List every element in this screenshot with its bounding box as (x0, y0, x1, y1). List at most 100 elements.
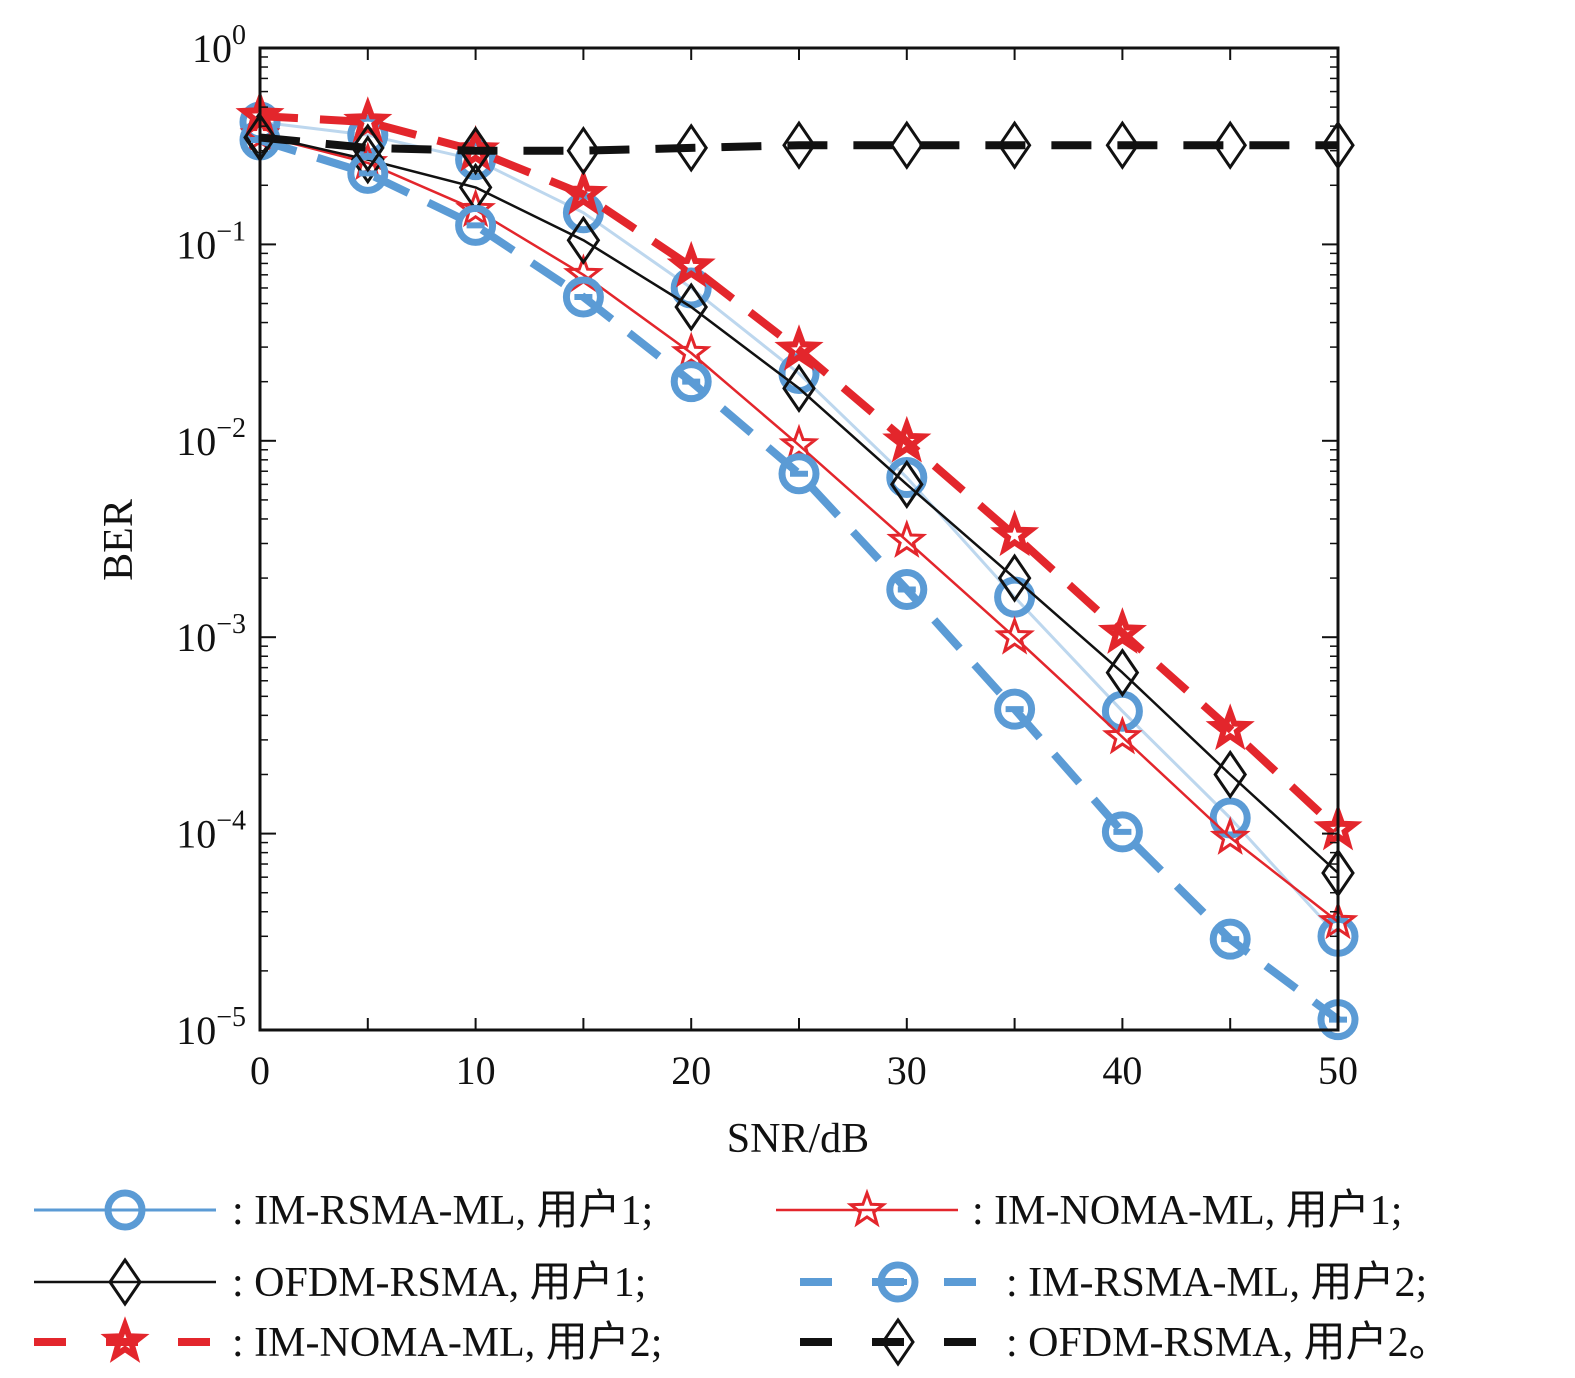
series-2-point-6-shape (889, 459, 924, 510)
series-5-point-9-shape (1213, 120, 1248, 170)
legend-entry-0: : IM-RSMA-ML, 用户1; (34, 1188, 653, 1234)
x-tick-label-1: 10 (456, 1048, 496, 1093)
legend-label-4: : IM-NOMA-ML, 用户2; (232, 1320, 662, 1366)
series-3-point-7-shape (994, 688, 1036, 730)
series-5-point-2-shape (458, 126, 493, 176)
legend-marker-2-shape (108, 1257, 142, 1307)
series-3-point-2-shape (455, 204, 497, 246)
legend-entry-5: : OFDM-RSMA, 用户2。 (800, 1317, 1451, 1367)
series-5-point-6 (889, 120, 924, 170)
plot-area (260, 48, 1338, 1030)
series-0-point-9 (1209, 797, 1251, 839)
series-4-point-8-shape (1097, 607, 1147, 654)
series-1-point-2-shape (455, 188, 496, 228)
series-3-point-9 (1209, 918, 1251, 960)
series-5-point-1 (350, 123, 385, 173)
legend-marker-4 (100, 1316, 150, 1363)
series-4-point-5 (774, 324, 824, 371)
series-4-point-6 (882, 415, 932, 463)
series-4-point-4 (666, 240, 716, 288)
series-5-point-4-shape (674, 123, 709, 173)
series-layer (235, 90, 1363, 1041)
series-4-point-4-shape (666, 240, 716, 288)
series-1-point-2 (455, 188, 496, 228)
series-3-point-6 (886, 568, 928, 610)
series-2-point-3-shape (566, 215, 601, 265)
series-3-point-5 (778, 453, 820, 495)
legend-label-1: : IM-NOMA-ML, 用户1; (972, 1188, 1402, 1234)
series-2-point-7 (997, 553, 1032, 603)
series-1-point-7 (994, 615, 1035, 655)
series-2-point-4 (674, 282, 709, 332)
series-3-point-8 (1101, 811, 1143, 853)
series-1-point-4 (670, 331, 712, 371)
series-2-point-5 (782, 363, 816, 413)
series-4-point-6-shape (882, 415, 932, 463)
legend: : IM-RSMA-ML, 用户1; : IM-NOMA-ML, 用户1; : OF… (34, 1188, 1451, 1367)
series-2-point-9 (1213, 749, 1248, 800)
series-2-point-9-shape (1213, 749, 1248, 800)
series-3-line (258, 136, 1341, 1023)
legend-marker-3-shape (877, 1261, 919, 1303)
series-0-point-1 (347, 114, 389, 156)
series-4-point-8 (1097, 607, 1147, 654)
legend-marker-5 (881, 1317, 915, 1367)
series-5-point-3-shape (566, 126, 601, 176)
series-2-point-4-shape (674, 282, 709, 332)
series-3-point-1-shape (347, 152, 389, 194)
legend-entry-2: : OFDM-RSMA, 用户1; (34, 1257, 646, 1307)
legend-entry-4: : IM-NOMA-ML, 用户2; (34, 1316, 662, 1366)
series-5-point-1-shape (350, 123, 385, 173)
series-5-point-5-shape (782, 120, 816, 170)
legend-label-0: : IM-RSMA-ML, 用户1; (232, 1188, 653, 1234)
legend-marker-0 (104, 1189, 146, 1231)
legend-marker-1 (846, 1188, 888, 1228)
series-4-point-9-shape (1205, 703, 1255, 751)
x-tick-label-3: 30 (887, 1048, 927, 1093)
legend-label-5: : OFDM-RSMA, 用户2。 (1006, 1320, 1451, 1366)
series-5-point-7-shape (997, 120, 1032, 170)
series-4-point-3 (558, 168, 608, 216)
x-tick-label-0: 0 (250, 1048, 270, 1093)
series-0-point-7 (994, 576, 1036, 618)
series-1-point-6-shape (886, 519, 928, 558)
y-tick-label-2: 10−2 (176, 413, 246, 464)
series-4-point-7-shape (990, 509, 1040, 557)
series-2-line (259, 133, 1339, 874)
series-2-point-5-shape (782, 363, 816, 413)
series-5-point-9 (1213, 120, 1248, 170)
axes-layer: 0 10 20 30 40 50 100 10−1 10−2 10−3 10−4 10−5 (176, 20, 1358, 1093)
x-tick-label-4: 40 (1102, 1048, 1142, 1093)
series-4-point-3-shape (558, 168, 608, 216)
series-3-point-4-shape (670, 361, 712, 403)
series-5 (243, 112, 1355, 176)
series-1-point-8-shape (1102, 715, 1143, 755)
x-axis-label: SNR/dB (727, 1116, 869, 1162)
series-0-line (259, 120, 1340, 938)
series-4-point-1-shape (343, 96, 393, 143)
x-tick-label-2: 20 (671, 1048, 711, 1093)
series-2-point-8-shape (1105, 647, 1140, 698)
series-5-point-4 (674, 123, 709, 173)
series-1-line (259, 133, 1339, 923)
legend-marker-4-shape (100, 1316, 150, 1363)
legend-entry-1: : IM-NOMA-ML, 用户1; (776, 1188, 1402, 1234)
series-1-point-7-shape (994, 615, 1035, 655)
series-2-point-6 (889, 459, 924, 510)
series-5-point-5 (782, 120, 816, 170)
series-1-point-5-shape (778, 423, 820, 463)
y-tick-label-4: 10−4 (176, 806, 246, 857)
legend-marker-0-shape (104, 1189, 146, 1231)
series-1-point-5 (778, 423, 820, 463)
series-1-point-8 (1102, 715, 1143, 755)
series-2-point-1 (350, 135, 385, 185)
series-1-point-4-shape (670, 331, 712, 371)
series-0-point-2-shape (455, 139, 497, 181)
series-3-point-8-shape (1101, 811, 1143, 853)
series-3-point-6-shape (886, 568, 928, 610)
legend-entry-3: : IM-RSMA-ML, 用户2; (800, 1260, 1427, 1306)
series-3-point-9-shape (1209, 918, 1251, 960)
series-2-point-7-shape (997, 553, 1032, 603)
series-5-point-7 (997, 120, 1032, 170)
